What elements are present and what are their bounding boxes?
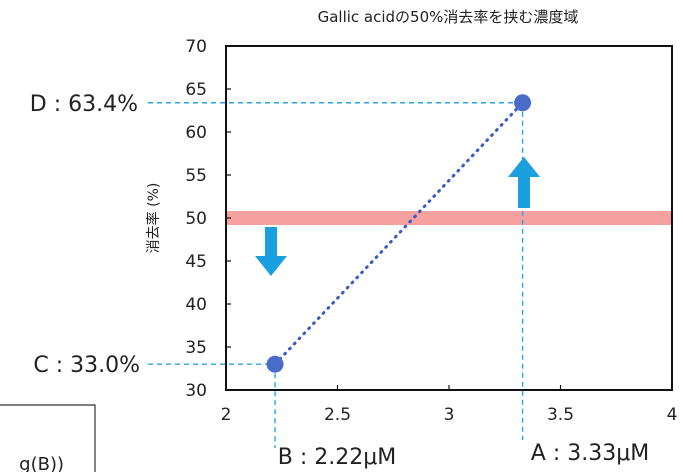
y-tick-label: 40 <box>185 295 207 315</box>
data-point-1 <box>266 355 284 373</box>
text-layer: Gallic acidの50%消去率を挟む濃度域 30 35 40 45 50 55 60 65… <box>19 8 678 475</box>
partial-box-border <box>0 404 96 472</box>
reference-band-50 <box>226 211 672 225</box>
y-tick-label: 45 <box>185 252 207 272</box>
y-tick-label: 70 <box>185 37 207 57</box>
y-tick-label: 65 <box>185 80 207 100</box>
y-tick-label: 35 <box>185 338 207 358</box>
frame-layer <box>0 45 673 472</box>
annotation-point-b: B : 2.22μM <box>278 445 396 470</box>
annotation-point-d: D : 63.4% <box>30 92 138 117</box>
partial-box-text: g(B)) <box>19 454 64 472</box>
y-tick-label: 50 <box>185 209 207 229</box>
chart-title: Gallic acidの50%消去率を挟む濃度域 <box>318 8 579 26</box>
x-tick-label: 2.5 <box>324 405 351 425</box>
x-tick-label: 2 <box>221 405 232 425</box>
y-axis-label: 消去率 (%) <box>145 183 162 254</box>
annotation-point-a: A : 3.33μM <box>531 441 649 466</box>
x-tick-label: 3 <box>444 405 455 425</box>
mark-layer <box>255 94 540 373</box>
down-arrow <box>255 227 287 276</box>
annotation-point-c: C : 33.0% <box>33 353 140 378</box>
y-tick-label: 60 <box>185 123 207 143</box>
trend-line <box>273 101 525 366</box>
x-tick-label: 3.5 <box>547 405 574 425</box>
data-point-2 <box>514 94 532 112</box>
x-tick-label: 4 <box>667 405 678 425</box>
up-arrow <box>508 157 540 208</box>
y-tick-label: 30 <box>185 381 207 401</box>
y-tick-label: 55 <box>185 166 207 186</box>
